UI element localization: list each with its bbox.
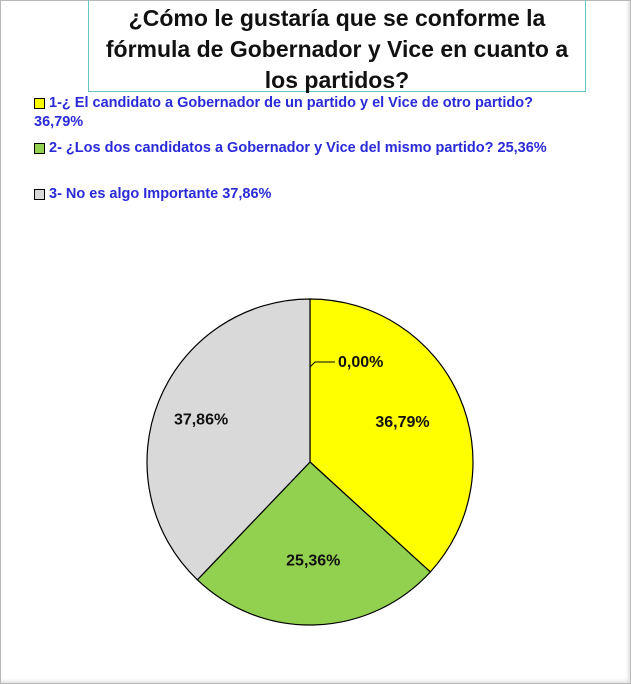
legend-label-1: 1-¿ El candidato a Gobernador de un part… xyxy=(49,95,533,111)
title-box xyxy=(88,0,586,92)
chart-title: ¿Cómo le gustaría que se conforme la fór… xyxy=(105,5,569,93)
pie-data-label-4: 0,00% xyxy=(338,354,383,371)
legend-label-3: 3- No es algo Importante 37,86% xyxy=(49,186,272,202)
pie-leader-line xyxy=(309,361,335,368)
legend-swatch-1 xyxy=(34,98,45,109)
legend-item-2: 2- ¿Los dos candidatos a Gobernador y Vi… xyxy=(34,139,547,158)
pie-data-label-2: 25,36% xyxy=(286,553,340,570)
pie-slice-3 xyxy=(146,298,311,581)
legend-swatch-3 xyxy=(34,189,45,200)
legend-label-1-value: 36,79% xyxy=(34,114,84,130)
pie-slice-1 xyxy=(309,298,474,573)
legend-label-2: 2- ¿Los dos candidatos a Gobernador y Vi… xyxy=(49,140,547,156)
pie-data-label-3: 37,86% xyxy=(174,411,228,428)
pie-slice-2 xyxy=(196,461,432,626)
legend-item-3: 3- No es algo Importante 37,86% xyxy=(34,185,271,204)
legend-swatch-2 xyxy=(34,143,45,154)
legend-item-1: 1-¿ El candidato a Gobernador de un part… xyxy=(34,94,533,132)
pie-data-label-1: 36,79% xyxy=(375,414,429,431)
